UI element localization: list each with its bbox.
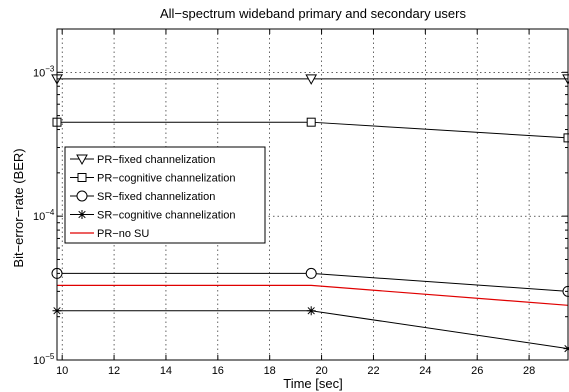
marker-square [306,117,316,127]
x-tick-label: 16 [212,365,224,377]
legend-item: SR−cognitive channelization [70,210,236,222]
x-tick-labels: 10 12 14 16 18 20 22 24 26 28 [56,365,535,377]
x-tick-label: 26 [471,365,483,377]
x-tick-label: 18 [264,365,276,377]
legend-item: PR−fixed channelization [70,154,215,166]
legend-label: SR−fixed channelization [97,191,215,203]
x-tick-label: 14 [160,365,172,377]
x-tick-label: 24 [419,365,431,377]
x-tick-label: 12 [108,365,120,377]
y-axis-label: Bit−error−rate (BER) [11,148,26,267]
x-tick-label: 10 [56,365,68,377]
marker-circle [76,190,88,202]
series-4 [52,306,569,354]
x-tick-label: 22 [367,365,379,377]
plot-area [56,28,569,361]
series-5 [57,284,569,306]
series-line [57,284,569,306]
legend-label: PR−fixed channelization [97,154,215,166]
legend-box [64,146,266,244]
marker-asterisk [306,306,316,316]
y-tick-label: 10−5 [33,352,55,367]
legend-item: SR−fixed channelization [70,190,215,203]
legend: PR−fixed channelization PR−cognitive chan… [64,146,266,244]
grid [57,29,568,361]
y-tick-label: 10−3 [33,64,55,79]
marker-asterisk [77,210,87,219]
y-tick-labels: 10−5 10−4 10−3 [33,64,55,367]
marker-triangle [76,154,88,166]
legend-label: PR−no SU [97,228,149,240]
x-tick-label: 20 [315,365,327,377]
series-2 [52,117,569,143]
y-tick-label: 10−4 [33,208,55,223]
x-axis-label: Time [sec] [283,376,342,391]
legend-item: PR−cognitive channelization [70,173,236,185]
marker-square [77,173,87,182]
legend-label: SR−cognitive channelization [97,210,236,222]
series-line [57,310,569,350]
series-3 [51,267,569,297]
legend-label: PR−cognitive channelization [97,173,236,185]
marker-triangle [305,74,318,85]
marker-circle [305,267,317,279]
x-tick-label: 28 [523,365,535,377]
legend-item: PR−no SU [70,228,149,240]
series-1 [51,74,569,85]
chart-title: All−spectrum wideband primary and second… [160,6,467,21]
